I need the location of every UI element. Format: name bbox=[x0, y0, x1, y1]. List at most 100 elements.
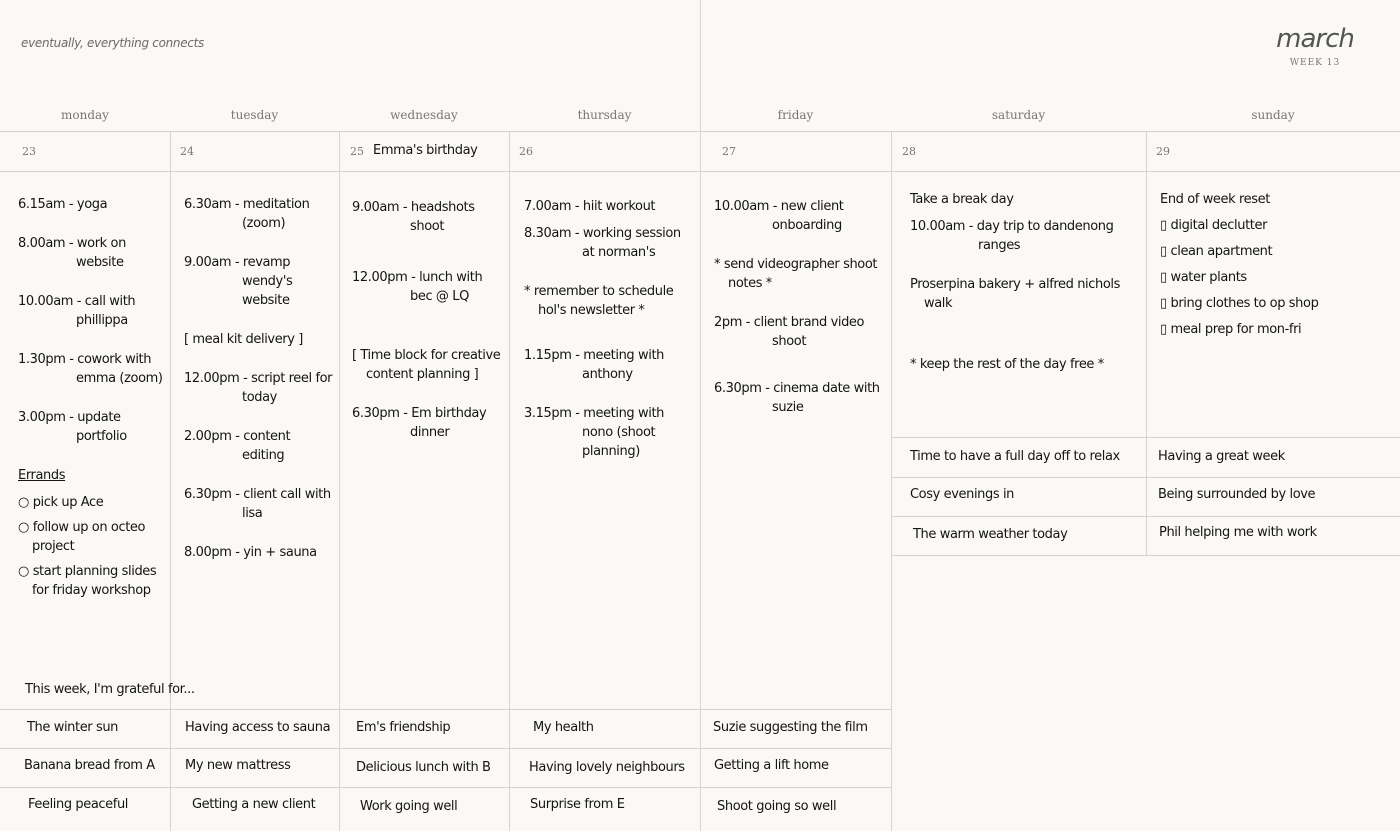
sunday-reset: End of week reset ▯ digital declutter ▯ … bbox=[1160, 190, 1396, 346]
day-saturday: saturday bbox=[991, 108, 1046, 122]
date-27: 27 bbox=[722, 145, 736, 158]
date-26: 26 bbox=[519, 145, 533, 158]
gratitude-entry: Em's friendship bbox=[356, 720, 451, 735]
checklist-item[interactable]: ▯ clean apartment bbox=[1160, 244, 1273, 259]
page-divider bbox=[700, 0, 701, 831]
divider bbox=[0, 748, 891, 749]
event: 6.30am - meditation (zoom) bbox=[184, 197, 310, 231]
divider bbox=[339, 131, 340, 831]
errand-item: ○ pick up Ace bbox=[18, 495, 104, 510]
checklist-item[interactable]: ▯ bring clothes to op shop bbox=[1160, 296, 1319, 311]
gratitude-title: This week, I'm grateful for... bbox=[25, 682, 195, 697]
event: 6.15am - yoga bbox=[18, 197, 108, 212]
event: 9.00am - revamp wendy's website bbox=[184, 255, 293, 308]
checkbox-icon[interactable]: ▯ bbox=[1160, 322, 1167, 337]
gratitude-entry: Having a great week bbox=[1158, 449, 1285, 464]
gratitude-entry: Time to have a full day off to relax bbox=[910, 449, 1120, 464]
event: 10.00am - call with phillippa bbox=[18, 294, 136, 328]
gratitude-entry: Feeling peaceful bbox=[28, 797, 128, 812]
event: 10.00am - day trip to dandenong ranges bbox=[910, 219, 1114, 253]
week-label: WEEK 13 bbox=[1289, 58, 1341, 68]
checkbox-icon[interactable]: ▯ bbox=[1160, 296, 1167, 311]
event: 1.15pm - meeting with anthony bbox=[524, 348, 664, 382]
event: 8.00pm - yin + sauna bbox=[184, 545, 317, 560]
divider bbox=[891, 131, 892, 831]
gratitude-entry: Banana bread from A bbox=[24, 758, 155, 773]
event: [ meal kit delivery ] bbox=[184, 332, 303, 347]
day-sunday: sunday bbox=[1251, 108, 1295, 122]
event: * send videographer shoot notes * bbox=[714, 257, 878, 291]
event: 2.00pm - content editing bbox=[184, 429, 291, 463]
gratitude-entry: The warm weather today bbox=[913, 527, 1068, 542]
checkbox-icon[interactable]: ▯ bbox=[1160, 218, 1167, 233]
gratitude-entry: My health bbox=[533, 720, 594, 735]
event: [ Time block for creative content planni… bbox=[352, 348, 501, 382]
date-29: 29 bbox=[1156, 145, 1170, 158]
event: * keep the rest of the day free * bbox=[910, 357, 1104, 372]
divider bbox=[891, 437, 1400, 438]
checklist-item[interactable]: ▯ digital declutter bbox=[1160, 218, 1268, 233]
date-24: 24 bbox=[180, 145, 194, 158]
tagline: eventually, everything connects bbox=[21, 36, 204, 50]
errand-item: ○ start planning slides for friday works… bbox=[18, 564, 157, 598]
reset-title: End of week reset bbox=[1160, 192, 1270, 207]
date-25: 25 bbox=[350, 145, 364, 158]
event: 2pm - client brand video shoot bbox=[714, 315, 865, 349]
event: 7.00am - hiit workout bbox=[524, 199, 656, 214]
event: 6.30pm - cinema date with suzie bbox=[714, 381, 880, 415]
divider bbox=[891, 477, 1400, 478]
thursday-schedule: 7.00am - hiit workout 8.30am - working s… bbox=[524, 197, 696, 481]
event: 12.00pm - script reel for today bbox=[184, 371, 333, 405]
event: * remember to schedule hol's newsletter … bbox=[524, 284, 674, 318]
event: 1.30pm - cowork with emma (zoom) bbox=[18, 352, 163, 386]
gratitude-entry: Delicious lunch with B bbox=[356, 760, 491, 775]
gratitude-entry: The winter sun bbox=[27, 720, 119, 735]
date-28: 28 bbox=[902, 145, 916, 158]
date-23: 23 bbox=[22, 145, 36, 158]
divider bbox=[509, 131, 510, 831]
event: 3.15pm - meeting with nono (shoot planni… bbox=[524, 406, 664, 459]
tuesday-schedule: 6.30am - meditation (zoom) 9.00am - reva… bbox=[184, 195, 336, 582]
gratitude-entry: Shoot going so well bbox=[717, 799, 837, 814]
gratitude-entry: Surprise from E bbox=[530, 797, 625, 812]
divider bbox=[891, 516, 1400, 517]
errand-item: ○ follow up on octeo project bbox=[18, 520, 146, 554]
gratitude-entry: Having access to sauna bbox=[185, 720, 331, 735]
gratitude-entry: Work going well bbox=[360, 799, 458, 814]
friday-schedule: 10.00am - new client onboarding * send v… bbox=[714, 197, 886, 437]
divider bbox=[0, 131, 1400, 132]
checklist-item[interactable]: ▯ water plants bbox=[1160, 270, 1247, 285]
gratitude-entry: My new mattress bbox=[185, 758, 291, 773]
divider bbox=[0, 171, 1400, 172]
saturday-schedule: Take a break day 10.00am - day trip to d… bbox=[910, 190, 1140, 394]
checkbox-icon[interactable]: ▯ bbox=[1160, 270, 1167, 285]
divider bbox=[891, 555, 1400, 556]
gratitude-entry: Getting a new client bbox=[192, 797, 316, 812]
divider bbox=[1146, 131, 1147, 556]
event: 3.00pm - update portfolio bbox=[18, 410, 127, 444]
gratitude-entry: Suzie suggesting the film bbox=[713, 720, 868, 735]
event: 10.00am - new client onboarding bbox=[714, 199, 844, 233]
event: 6.30pm - client call with lisa bbox=[184, 487, 331, 521]
day-tuesday: tuesday bbox=[230, 108, 279, 122]
day-friday: friday bbox=[777, 108, 814, 122]
event: Take a break day bbox=[910, 192, 1014, 207]
gratitude-entry: Cosy evenings in bbox=[910, 487, 1015, 502]
gratitude-entry: Phil helping me with work bbox=[1159, 525, 1317, 540]
event: 6.30pm - Em birthday dinner bbox=[352, 406, 487, 440]
event: Proserpina bakery + alfred nichols walk bbox=[910, 277, 1120, 311]
monday-schedule: 6.15am - yoga 8.00am - work on website 1… bbox=[18, 195, 166, 606]
gratitude-entry: Having lovely neighbours bbox=[529, 760, 685, 775]
divider bbox=[0, 709, 891, 710]
checklist-item[interactable]: ▯ meal prep for mon-fri bbox=[1160, 322, 1302, 337]
event: 8.30am - working session at norman's bbox=[524, 226, 681, 260]
event: 9.00am - headshots shoot bbox=[352, 200, 475, 234]
errands-title: Errands bbox=[18, 468, 66, 483]
event: 12.00pm - lunch with bec @ LQ bbox=[352, 270, 483, 304]
gratitude-entry: Being surrounded by love bbox=[1158, 487, 1316, 502]
checkbox-icon[interactable]: ▯ bbox=[1160, 244, 1167, 259]
month-title: march bbox=[1276, 24, 1355, 54]
divider bbox=[0, 787, 891, 788]
day-monday: monday bbox=[61, 108, 109, 122]
day-thursday: thursday bbox=[577, 108, 632, 122]
